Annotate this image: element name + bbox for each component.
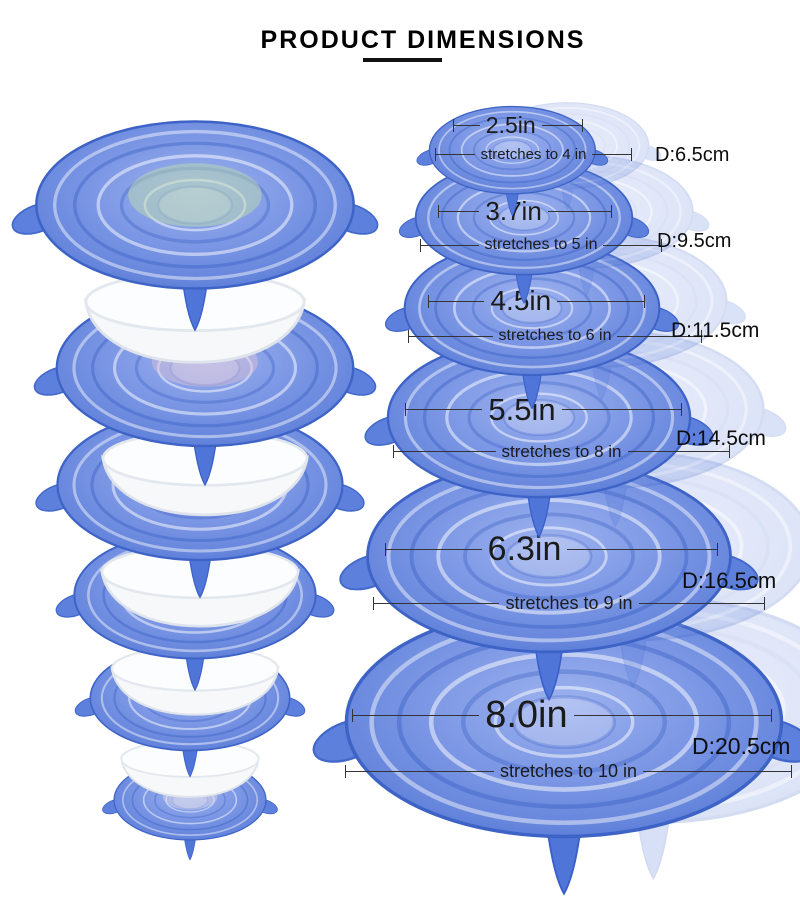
page-title: PRODUCT DIMENSIONS [260, 26, 586, 54]
diameter-label: D:14.5cm [676, 427, 766, 450]
lid-stack-photo [6, 119, 384, 861]
stretch-label: stretches to 6 in [498, 327, 612, 344]
diameter-label: D:9.5cm [657, 230, 732, 252]
size-dimension: 6.3in [385, 532, 718, 566]
size-dimension: 8.0in [352, 696, 772, 734]
size-label: 2.5in [485, 112, 536, 138]
stretch-label: stretches to 9 in [505, 593, 633, 613]
stretch-dimension: stretches to 4 in [435, 146, 633, 163]
size-dimension: 2.5in [453, 114, 583, 137]
diameter-label: D:11.5cm [671, 319, 760, 342]
size-label: 6.3in [487, 530, 562, 568]
stretch-dimension: stretches to 8 in [393, 442, 731, 461]
stretch-dimension: stretches to 9 in [373, 593, 766, 613]
diameter-label: D:20.5cm [692, 733, 791, 759]
size-label: 5.5in [488, 392, 556, 427]
stacked-lid [6, 119, 384, 364]
stretch-label: stretches to 4 in [480, 146, 587, 163]
stretch-dimension: stretches to 10 in [345, 761, 793, 781]
size-label: 8.0in [485, 694, 568, 736]
stretch-dimension: stretches to 5 in [420, 236, 663, 253]
stretch-label: stretches to 5 in [484, 236, 598, 253]
stretch-label: stretches to 8 in [501, 442, 622, 461]
diameter-label: D:6.5cm [655, 144, 730, 166]
title-underline [363, 58, 442, 62]
stretch-dimension: stretches to 6 in [408, 327, 703, 344]
stretch-label: stretches to 10 in [499, 761, 638, 781]
diameter-label: D:16.5cm [682, 568, 777, 593]
size-dimension: 5.5in [405, 394, 682, 425]
